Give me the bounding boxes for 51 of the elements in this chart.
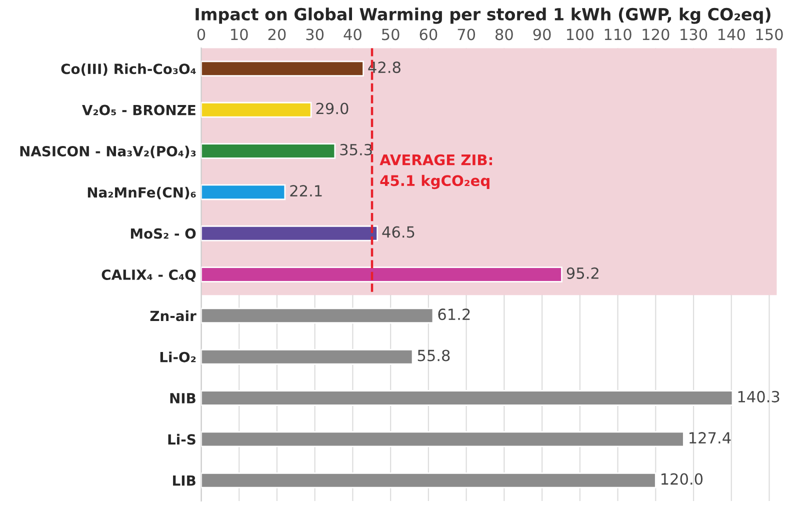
x-tick-label: 100: [567, 28, 594, 40]
data-label: 127.4: [690, 432, 731, 444]
data-label: 42.8: [368, 62, 400, 74]
x-tick-label: 50: [382, 28, 400, 40]
x-tick-label: 70: [458, 28, 476, 40]
x-tick-label: 40: [344, 28, 362, 40]
y-tick-label: NASICON - Na₃V₂(PO₄)₃: [20, 146, 196, 158]
x-tick-label: 60: [420, 28, 438, 40]
x-tick-label: 120: [642, 28, 670, 40]
y-tick-label: V₂O₅ - BRONZE: [82, 104, 196, 116]
x-tick-label: 80: [496, 28, 513, 40]
y-tick-label: CALIX₄ - C₄Q: [102, 269, 196, 282]
data-label: 61.2: [438, 308, 470, 320]
y-tick-label: Li-S: [168, 434, 196, 445]
data-label: 22.1: [290, 185, 322, 196]
y-tick-label: Co(III) Rich-Co₃O₄: [61, 63, 196, 76]
y-tick-label: Li-O₂: [160, 352, 196, 362]
bar: [201, 60, 364, 77]
x-tick-label: 0: [197, 28, 206, 40]
x-tick-label: 130: [680, 28, 708, 40]
x-tick-label: 10: [231, 28, 248, 40]
ref-line-label: AVERAGE ZIB: 45.1 kgCO₂eq: [380, 154, 492, 190]
x-tick-label: 140: [718, 28, 745, 40]
x-tick-label: 110: [604, 28, 632, 40]
x-tick-label: 90: [533, 28, 551, 40]
x-tick-label: 20: [268, 28, 286, 40]
bar: [201, 431, 684, 448]
bar: [201, 102, 312, 118]
x-tick-label: 150: [756, 28, 783, 40]
bar: [201, 308, 434, 324]
data-label: 35.3: [340, 144, 372, 156]
y-tick-label: LIB: [173, 476, 196, 486]
data-label: 46.5: [382, 226, 414, 238]
y-tick-label: Zn-air: [150, 310, 196, 322]
data-label: 120.0: [661, 473, 703, 485]
y-tick-label: Na₂MnFe(CN)₆: [88, 186, 196, 200]
bar: [201, 390, 734, 406]
data-label: 29.0: [316, 102, 348, 114]
x-tick-label: 30: [306, 28, 324, 40]
bar: [201, 472, 656, 488]
bar: [201, 348, 414, 365]
data-label: 140.3: [738, 390, 780, 402]
y-tick-label: NIB: [170, 393, 196, 404]
bar: [201, 266, 562, 282]
data-label: 95.2: [566, 267, 598, 279]
bar: [201, 184, 286, 200]
bar: [201, 143, 336, 159]
chart-title: Impact on Global Warming per stored 1 kWh (GWP, kg CO₂eq): [196, 8, 770, 24]
y-tick-label: MoS₂ - O: [130, 228, 196, 239]
bar: [201, 225, 378, 242]
data-label: 55.8: [418, 350, 450, 362]
